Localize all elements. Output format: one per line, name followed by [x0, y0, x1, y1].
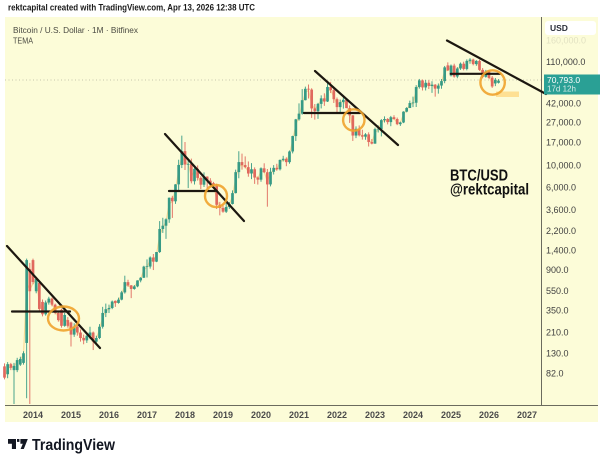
- svg-text:rektcapital created with Tradi: rektcapital created with TradingView.com…: [8, 3, 255, 13]
- svg-text:1,400.0: 1,400.0: [546, 246, 576, 256]
- svg-text:2024: 2024: [403, 410, 423, 420]
- svg-text:TEMA: TEMA: [13, 37, 33, 46]
- svg-text:USD: USD: [550, 23, 568, 33]
- svg-text:27,000.0: 27,000.0: [546, 118, 581, 128]
- svg-text:6,000.0: 6,000.0: [546, 183, 576, 193]
- svg-text:210.0: 210.0: [546, 328, 569, 338]
- svg-text:2018: 2018: [175, 410, 195, 420]
- svg-text:70,793.0: 70,793.0: [547, 75, 580, 85]
- svg-text:82.0: 82.0: [546, 368, 564, 378]
- svg-text:550.0: 550.0: [546, 286, 569, 296]
- svg-text:350.0: 350.0: [546, 306, 569, 316]
- svg-text:2022: 2022: [327, 410, 347, 420]
- svg-text:2014: 2014: [23, 410, 43, 420]
- svg-text:TradingView: TradingView: [32, 437, 115, 454]
- svg-text:2025: 2025: [441, 410, 461, 420]
- svg-text:17,000.0: 17,000.0: [546, 138, 581, 148]
- svg-text:2,200.0: 2,200.0: [546, 226, 576, 236]
- svg-text:2015: 2015: [61, 410, 81, 420]
- svg-text:2019: 2019: [213, 410, 233, 420]
- svg-text:2021: 2021: [289, 410, 309, 420]
- svg-text:2016: 2016: [99, 410, 119, 420]
- svg-text:160,000.0: 160,000.0: [546, 36, 586, 46]
- svg-text:17d 12h: 17d 12h: [547, 85, 576, 94]
- svg-text:Bitcoin / U.S. Dollar · 1M · B: Bitcoin / U.S. Dollar · 1M · Bitfinex: [13, 26, 138, 35]
- svg-text:2027: 2027: [517, 410, 537, 420]
- svg-text:2026: 2026: [479, 410, 499, 420]
- svg-text:2020: 2020: [251, 410, 271, 420]
- svg-text:42,000.0: 42,000.0: [546, 99, 581, 109]
- svg-text:2017: 2017: [137, 410, 157, 420]
- svg-text:BTC/USD: BTC/USD: [450, 168, 508, 185]
- svg-text:3,600.0: 3,600.0: [546, 205, 576, 215]
- svg-text:2023: 2023: [365, 410, 385, 420]
- svg-text:10,000.0: 10,000.0: [546, 161, 581, 171]
- svg-text:@rektcapital: @rektcapital: [450, 182, 529, 199]
- svg-text:900.0: 900.0: [546, 265, 569, 275]
- svg-text:110,000.0: 110,000.0: [546, 57, 585, 67]
- svg-text:130.0: 130.0: [546, 349, 569, 359]
